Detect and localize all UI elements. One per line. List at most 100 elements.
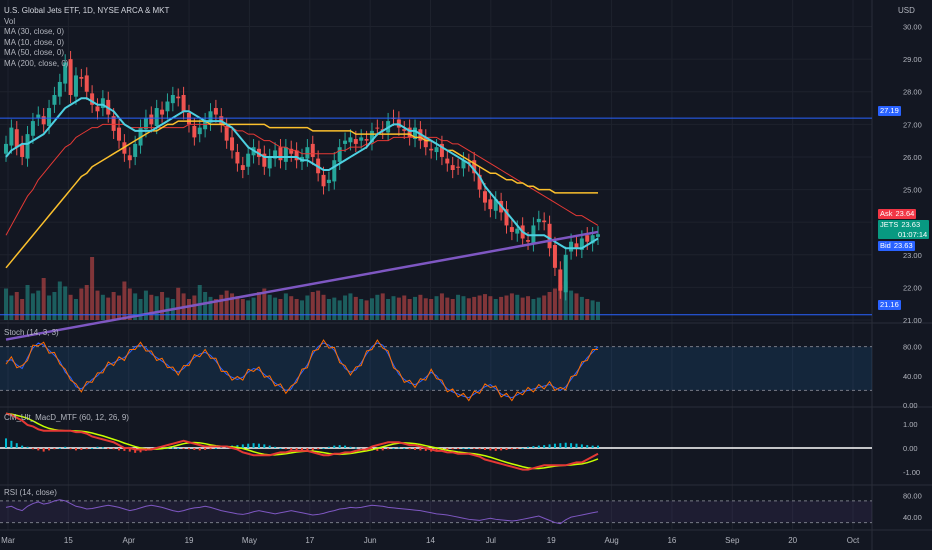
candle-body	[240, 165, 245, 170]
bar-countdown: 01:07:14	[898, 229, 928, 239]
candle-body	[337, 147, 342, 162]
bid-label: Bid	[880, 241, 891, 250]
macd-histogram-bar	[543, 445, 546, 448]
candle-body	[73, 75, 78, 97]
candle-body	[4, 143, 8, 154]
horizontal-levels[interactable]	[0, 117, 872, 316]
macd-label[interactable]: CM_Ult_MacD_MTF (60, 12, 26, 9)	[4, 413, 129, 422]
price-tick-label: 30.00	[903, 23, 922, 32]
volume-bar	[9, 295, 14, 320]
volume-bar	[213, 299, 218, 320]
volume-bar	[574, 293, 579, 320]
volume-bar	[73, 299, 78, 320]
macd-histogram-bar	[53, 448, 56, 450]
macd-histogram-bar	[290, 448, 293, 450]
ma200-label[interactable]: MA (200, close, 0)	[4, 58, 69, 68]
candle-body	[488, 199, 493, 210]
time-tick-label: Apr	[122, 536, 135, 545]
macd-histogram-bar	[344, 445, 347, 448]
price-tick-label: 29.00	[903, 55, 922, 64]
macd-histogram-bar	[295, 448, 298, 451]
volume-bar	[122, 281, 127, 320]
macd-histogram-bar	[586, 445, 589, 448]
candle-body	[273, 150, 278, 159]
vol-label[interactable]: Vol	[4, 16, 16, 26]
macd-histogram-bar	[193, 448, 196, 450]
volume-bar	[240, 299, 245, 320]
candle-body	[192, 125, 197, 138]
candle-body	[170, 95, 175, 104]
volume-bar	[472, 296, 477, 320]
volume-bar	[133, 293, 138, 320]
resistance-value: 27.19	[880, 106, 899, 115]
candle-body	[41, 116, 46, 125]
volume-bar	[224, 290, 229, 320]
price-tick-label: 25.00	[903, 186, 922, 195]
macd-histogram-bar	[376, 448, 379, 451]
candle-body	[369, 130, 374, 143]
macd-histogram-bar	[414, 448, 417, 450]
macd-histogram-bar	[42, 448, 45, 452]
time-tick-label: Aug	[604, 536, 618, 545]
ma30-label[interactable]: MA (30, close, 0)	[4, 27, 65, 36]
volume-bar	[235, 296, 240, 320]
macd-histogram-bar	[21, 445, 24, 448]
volume-bar	[160, 292, 165, 320]
volume-bar	[359, 299, 364, 320]
macd-histogram-bar	[69, 448, 72, 450]
stoch-label[interactable]: Stoch (14, 3, 3)	[4, 328, 59, 337]
volume-bar	[434, 296, 439, 320]
candle-body	[509, 227, 514, 232]
legend: U.S. Global Jets ETF, 1D, NYSE ARCA & MK…	[4, 6, 169, 69]
volume-bar	[569, 290, 574, 320]
macd-histogram-bar	[473, 448, 476, 449]
moving-averages	[5, 97, 599, 341]
rsi-label[interactable]: RSI (14, close)	[4, 488, 57, 497]
macd-histogram-bar	[333, 445, 336, 448]
volume-bar	[450, 299, 455, 320]
volume-bar	[165, 297, 170, 320]
candle-body	[305, 147, 310, 159]
candle-body	[434, 147, 439, 153]
ma200-line	[5, 230, 599, 341]
macd-histogram-bar	[597, 445, 599, 448]
volume-bar	[273, 297, 278, 320]
macd-histogram-bar	[252, 443, 255, 448]
macd-histogram-bar	[489, 448, 492, 451]
macd-tick-label: -1.00	[903, 468, 920, 477]
ma10-label[interactable]: MA (10, close, 0)	[4, 37, 65, 47]
volume-bar	[596, 301, 600, 320]
volume-bar	[68, 294, 73, 320]
volume-bar	[203, 292, 208, 320]
macd-histogram-bar	[527, 446, 530, 448]
rsi-tick-label: 80.00	[903, 491, 922, 500]
volume-bar	[493, 299, 498, 320]
volume-bar	[138, 299, 143, 320]
macd-histogram-bar	[274, 446, 277, 448]
time-tick-label: 16	[667, 536, 676, 545]
candle-body	[596, 234, 600, 237]
time-tick-label: Jun	[364, 536, 377, 545]
ma50-label[interactable]: MA (50, close, 0)	[4, 48, 65, 57]
time-tick-label: 19	[185, 536, 194, 545]
volume-bar	[369, 298, 374, 320]
volume-bar	[117, 295, 122, 320]
bid-badge: Bid 23.63	[878, 241, 915, 251]
macd-histogram-bar	[403, 448, 406, 449]
candle-body	[278, 147, 283, 161]
candle-body	[52, 95, 57, 105]
volume-bar	[547, 292, 552, 320]
time-tick-label: Sep	[725, 536, 740, 545]
stoch-tick-label: 80.00	[903, 343, 922, 352]
macd-histogram-bar	[128, 448, 131, 452]
candle-body	[127, 155, 132, 161]
volume-bar	[364, 300, 369, 320]
macd-histogram-bar	[118, 448, 121, 451]
candle-body	[461, 160, 466, 169]
candle-body	[579, 238, 584, 250]
candle-body	[526, 240, 531, 242]
volume-bar	[590, 300, 595, 320]
volume-bar	[84, 285, 89, 320]
volume-bar	[192, 295, 197, 320]
